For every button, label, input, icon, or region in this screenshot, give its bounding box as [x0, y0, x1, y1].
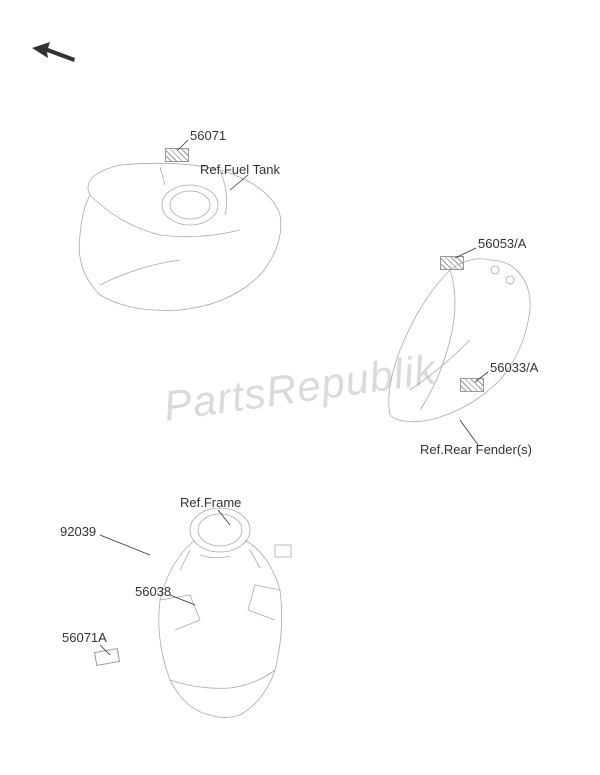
part-label-56071a: 56071A — [62, 630, 107, 645]
part-label-56033a: 56033/A — [490, 360, 538, 375]
rear-fender-outline — [370, 250, 560, 440]
label-box-56053a — [440, 256, 464, 270]
ref-label-rear-fender: Ref.Rear Fender(s) — [420, 442, 532, 457]
fuel-tank-outline — [60, 155, 310, 335]
label-box-56033a — [460, 378, 484, 392]
part-label-56038: 56038 — [135, 584, 171, 599]
ref-label-frame: Ref.Frame — [180, 495, 241, 510]
ref-label-fuel-tank: Ref.Fuel Tank — [200, 162, 280, 177]
part-label-56053a: 56053/A — [478, 236, 526, 251]
diagram-container: 56071 56053/A 56033/A 92039 56038 56071A… — [0, 0, 600, 775]
part-label-92039: 92039 — [60, 524, 96, 539]
frame-outline — [100, 500, 320, 740]
part-label-56071: 56071 — [190, 128, 226, 143]
direction-arrow-icon — [30, 40, 80, 70]
label-box-56071 — [165, 148, 189, 162]
